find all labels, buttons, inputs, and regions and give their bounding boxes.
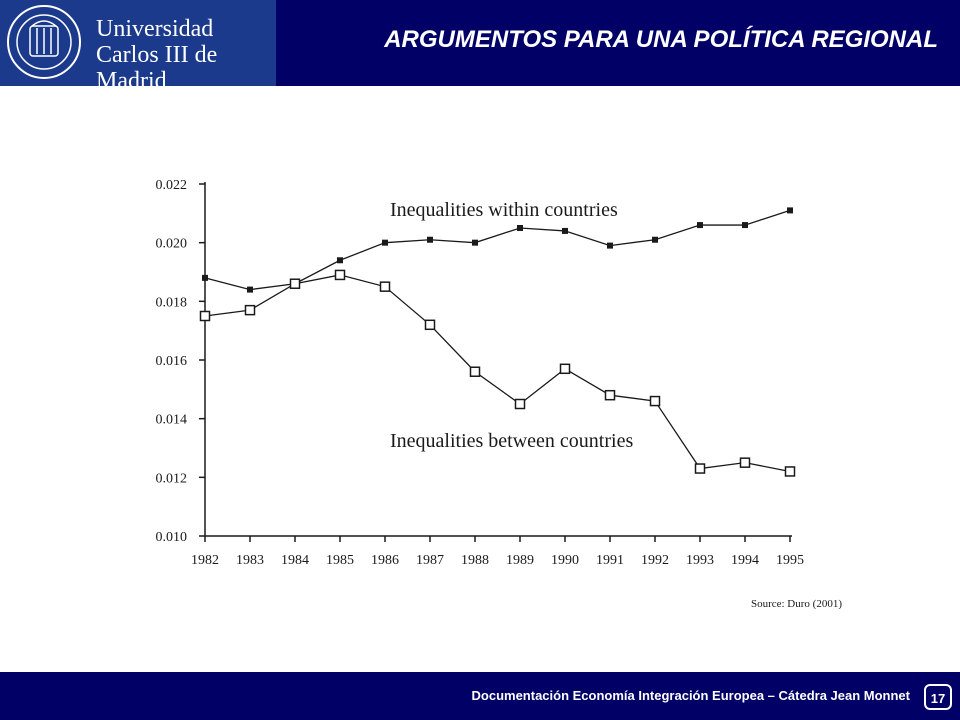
series-1-point <box>247 286 253 293</box>
chart-annotations: Inequalities within countries Inequalitie… <box>390 199 842 610</box>
series-2-point <box>379 281 391 292</box>
series-1-point <box>607 242 613 249</box>
series-1-point <box>652 236 658 243</box>
x-tick-label: 1985 <box>326 553 354 568</box>
series-1-point <box>337 257 343 264</box>
series-2-point <box>514 398 526 410</box>
y-tick-label: 0.012 <box>156 471 188 486</box>
series-2-point <box>469 366 481 377</box>
series-1-point <box>787 207 793 214</box>
y-tick-label: 0.022 <box>156 178 188 193</box>
university-logo: Universidad Carlos III de Madrid <box>0 0 276 94</box>
x-tick-label: 1986 <box>371 553 399 568</box>
x-tick-label: 1989 <box>506 553 534 568</box>
series-2-point <box>289 278 301 289</box>
x-tick-label: 1983 <box>236 553 264 568</box>
series-line-1 <box>204 209 791 291</box>
chart-series-lines <box>204 209 791 473</box>
series-2-point <box>784 466 796 477</box>
series-2-point <box>199 310 211 322</box>
series-1-point <box>697 222 703 229</box>
series-2-point <box>694 463 706 474</box>
series-label-2: Inequalities between countries <box>390 430 633 452</box>
series-1-point <box>427 236 433 243</box>
x-tick-label: 1987 <box>416 553 444 568</box>
university-seal-icon <box>7 5 81 79</box>
series-2-point <box>334 269 346 281</box>
series-label-1: Inequalities within countries <box>390 199 618 221</box>
x-tick-label: 1984 <box>281 553 309 568</box>
series-1-point <box>472 239 478 246</box>
series-1-point <box>562 227 568 234</box>
logo-line-1: Universidad <box>96 16 214 42</box>
x-tick-label: 1995 <box>776 553 804 568</box>
x-tick-label: 1992 <box>641 553 669 568</box>
page-number: 17 <box>924 684 952 710</box>
series-2-point <box>604 389 616 401</box>
series-1-point <box>382 239 388 246</box>
series-2-point <box>424 319 436 331</box>
x-tick-label: 1988 <box>461 553 489 568</box>
series-1-point <box>517 225 523 231</box>
slide-header: Universidad Carlos III de Madrid ARGUMEN… <box>0 0 960 94</box>
x-tick-label: 1991 <box>596 553 624 568</box>
footer-text: Documentación Economía Integración Europ… <box>471 688 910 703</box>
series-2-point <box>559 363 571 375</box>
y-tick-label: 0.016 <box>156 354 188 369</box>
chart-axes: 0.010 0.012 0.014 0.016 0.018 0.020 0.022 1982 1… <box>156 178 805 568</box>
logo-line-2: Carlos III de Madrid <box>96 42 218 94</box>
series-1-point <box>202 274 208 281</box>
series-2-point <box>649 395 661 407</box>
series-line-2 <box>204 274 791 473</box>
slide-title: ARGUMENTOS PARA UNA POLÍTICA REGIONAL <box>384 26 938 53</box>
x-tick-label: 1994 <box>731 553 759 568</box>
y-tick-label: 0.014 <box>156 413 188 428</box>
chart-series-markers <box>199 207 796 477</box>
slide-footer: Documentación Economía Integración Europ… <box>0 672 960 720</box>
x-tick-label: 1990 <box>551 553 579 568</box>
y-tick-label: 0.010 <box>156 530 188 545</box>
inequality-line-chart: 0.010 0.012 0.014 0.016 0.018 0.020 0.022 1982 1… <box>156 178 843 610</box>
series-1-point <box>742 222 748 229</box>
chart-source-note: Source: Duro (2001) <box>751 598 842 610</box>
y-tick-label: 0.018 <box>156 295 188 310</box>
x-tick-label: 1982 <box>191 553 219 568</box>
x-tick-label: 1993 <box>686 553 714 568</box>
y-tick-label: 0.020 <box>156 237 188 252</box>
series-2-point <box>244 304 256 316</box>
series-2-point <box>739 457 751 468</box>
